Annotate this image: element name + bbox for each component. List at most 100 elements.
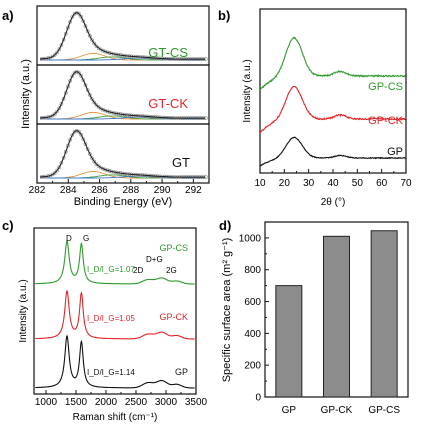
- xps-data-point: [55, 168, 59, 173]
- band-g: G: [83, 234, 89, 243]
- b-xtick-label: 10: [254, 178, 266, 189]
- bar-GP: [275, 285, 303, 398]
- xps-data-point: [57, 165, 62, 169]
- xps-component-0-2: [40, 57, 206, 61]
- xps-data-point: [70, 15, 75, 19]
- band-d: D: [66, 234, 72, 243]
- xps-data-point: [59, 161, 64, 165]
- label-gt: GT: [172, 155, 190, 170]
- xps-data-point: [83, 83, 88, 87]
- xps-data-point: [101, 48, 105, 53]
- xps-data-point: [88, 34, 92, 38]
- b-xtick-label: 20: [279, 178, 291, 189]
- xps-data-point: [94, 44, 99, 48]
- panel-d-label: d): [219, 218, 231, 233]
- b-xtick-label: 70: [400, 178, 412, 189]
- a-ylabel: Intensity (a.u.): [20, 59, 32, 129]
- raman-series-GP-CS: [35, 239, 195, 285]
- b-xtick-label: 60: [376, 178, 388, 189]
- band-2g: 2G: [166, 266, 177, 275]
- xps-data-point: [61, 155, 66, 160]
- bar-GP-CS: [370, 230, 398, 398]
- xps-data-point: [79, 132, 83, 137]
- c-ylabel: Intensity (a.u.): [18, 279, 29, 342]
- raman-series-GP: [35, 334, 195, 389]
- xps-fit-0: [40, 12, 206, 60]
- band-2d: 2D: [133, 266, 143, 275]
- panel-a-xps: 282 284 286 288 290 292 GT-CS GT-CK GT Bindin…: [20, 5, 210, 208]
- xps-data-point: [55, 50, 59, 55]
- xps-data-point: [61, 37, 66, 42]
- band-d-plus-g: D+G: [146, 255, 163, 264]
- c-xtick-label: 3000: [155, 397, 178, 408]
- panel-c-label: c): [2, 218, 14, 233]
- xps-data-point: [77, 129, 81, 134]
- c-xtick-label: 1500: [65, 397, 88, 408]
- a-xtick-label: 284: [60, 185, 77, 196]
- a-xtick-label: 288: [122, 185, 139, 196]
- a-xtick-label: 290: [154, 185, 171, 196]
- xps-data-point: [83, 24, 88, 28]
- b-xlabel: 2θ (°): [321, 197, 346, 208]
- bar-label-GP: GP: [282, 405, 297, 416]
- ratio-gp-cs: I_D/I_G=1.07: [87, 265, 135, 274]
- a-xtick-label: 282: [29, 185, 46, 196]
- label-gp-c: GP: [175, 367, 188, 377]
- ratio-gp-ck: I_D/I_G=1.05: [87, 314, 135, 323]
- xps-data-point: [79, 73, 83, 78]
- xps-data-point: [57, 106, 62, 110]
- xps-component-1-2: [40, 116, 206, 120]
- raman-series-GP-CK: [35, 289, 195, 340]
- b-xtick-label: 50: [352, 178, 364, 189]
- c-xtick-label: 2500: [125, 397, 148, 408]
- bar-label-GP-CK: GP-CK: [321, 405, 353, 416]
- a-xlabel: Binding Energy (eV): [74, 196, 172, 208]
- xps-data-point: [61, 96, 66, 101]
- xps-data-point: [59, 43, 64, 47]
- d-ytick-label: 800: [244, 265, 261, 276]
- bar-GP-CK: [323, 235, 350, 398]
- panel-d-bet: GP GP-CK GP-CS 0 200 400 600 800 1000 Specific s…: [221, 221, 409, 416]
- xps-data-point: [52, 112, 57, 116]
- ratio-gp: I_D/I_G=1.14: [87, 368, 135, 377]
- d-ytick-label: 0: [255, 393, 261, 404]
- xps-data-point: [83, 142, 88, 146]
- label-gp-b: GP: [387, 146, 403, 158]
- d-ylabel: Specific surface area (m² g⁻¹): [221, 238, 233, 383]
- xps-data-point: [81, 19, 86, 23]
- d-ytick-label: 400: [244, 329, 261, 340]
- xps-data-point: [57, 47, 62, 52]
- label-gt-ck: GT-CK: [148, 96, 188, 111]
- panel-a-label: a): [2, 8, 14, 23]
- label-gp-cs-b: GP-CS: [368, 81, 403, 93]
- xrd-series-GP: [259, 136, 406, 167]
- c-xtick-label: 3500: [185, 397, 208, 408]
- xps-fit-1: [40, 71, 206, 119]
- xps-data-point: [70, 133, 75, 137]
- xps-data-point: [81, 137, 86, 141]
- panel-c-raman: 1000 1500 2000 2500 3000 3500 D G D+G 2D 2G G…: [18, 227, 208, 423]
- xps-data-point: [90, 38, 94, 42]
- xps-data-point: [85, 29, 90, 33]
- xps-data-point: [94, 162, 99, 166]
- xps-frame-middle: [36, 64, 210, 125]
- xps-data-point: [77, 70, 81, 75]
- xps-data-point: [101, 107, 105, 112]
- xps-data-point: [79, 14, 83, 19]
- c-xlabel: Raman shift (cm⁻¹): [73, 412, 158, 423]
- b-xtick-label: 30: [303, 178, 315, 189]
- c-xtick-label: 2000: [95, 397, 118, 408]
- xps-data-point: [90, 97, 94, 101]
- xps-data-point: [90, 156, 94, 160]
- d-ytick-label: 1000: [239, 233, 262, 244]
- raman-frame: [33, 227, 197, 395]
- a-xtick-label: 286: [91, 185, 108, 196]
- xps-data-point: [85, 88, 90, 92]
- xrd-series-GP-CK: [259, 85, 406, 134]
- label-gp-cs-c: GP-CS: [159, 243, 188, 253]
- xps-data-point: [52, 53, 57, 57]
- b-xtick-label: 40: [327, 178, 339, 189]
- xps-data-point: [88, 93, 92, 97]
- a-xtick-label: 292: [185, 185, 202, 196]
